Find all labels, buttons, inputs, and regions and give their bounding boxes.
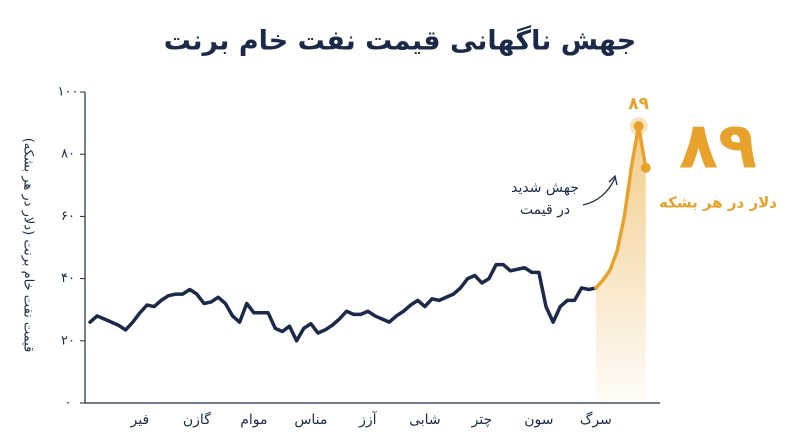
annotation-arrow [582, 177, 616, 206]
y-tick-label: ۶۰ [61, 209, 75, 224]
x-tick-label: مناس [294, 412, 327, 428]
y-tick-label: ۸۰ [61, 147, 75, 162]
price-line [594, 124, 648, 290]
y-axis-label: قیمت نفت خام برنت (دلار در هر بشکه) [21, 138, 36, 353]
end-point [640, 162, 651, 173]
x-tick-label: چتر [471, 412, 493, 428]
x-tick-label: فیر [130, 412, 150, 428]
x-tick-label: آزز [358, 411, 378, 428]
x-tick-label: موام [240, 412, 267, 428]
callout-value: ۸۹ [679, 110, 757, 184]
y-tick-label: ۰ [65, 396, 72, 411]
x-tick-label: سون [524, 412, 553, 428]
y-tick-label: ۴۰ [61, 271, 75, 286]
spike-area [595, 126, 646, 404]
y-tick-label: ۲۰ [61, 333, 75, 348]
annotation: در قیمت [520, 202, 570, 218]
annotation: جهش شدید [511, 180, 579, 196]
x-tick-label: سرگ [580, 410, 612, 428]
chart-title: جهش ناگهانی قیمت نفت خام برنت [164, 25, 636, 57]
annotation-arrow-head [608, 174, 618, 186]
x-tick-label: شابی [409, 412, 441, 428]
price-line [88, 262, 598, 343]
peak-point [633, 121, 644, 132]
x-tick-label: گازن [183, 411, 211, 428]
y-tick-label: ۱۰۰ [58, 85, 79, 100]
peak-label: ۸۹ [628, 94, 649, 114]
callout-unit: دلار در هر بشکه [659, 194, 777, 212]
